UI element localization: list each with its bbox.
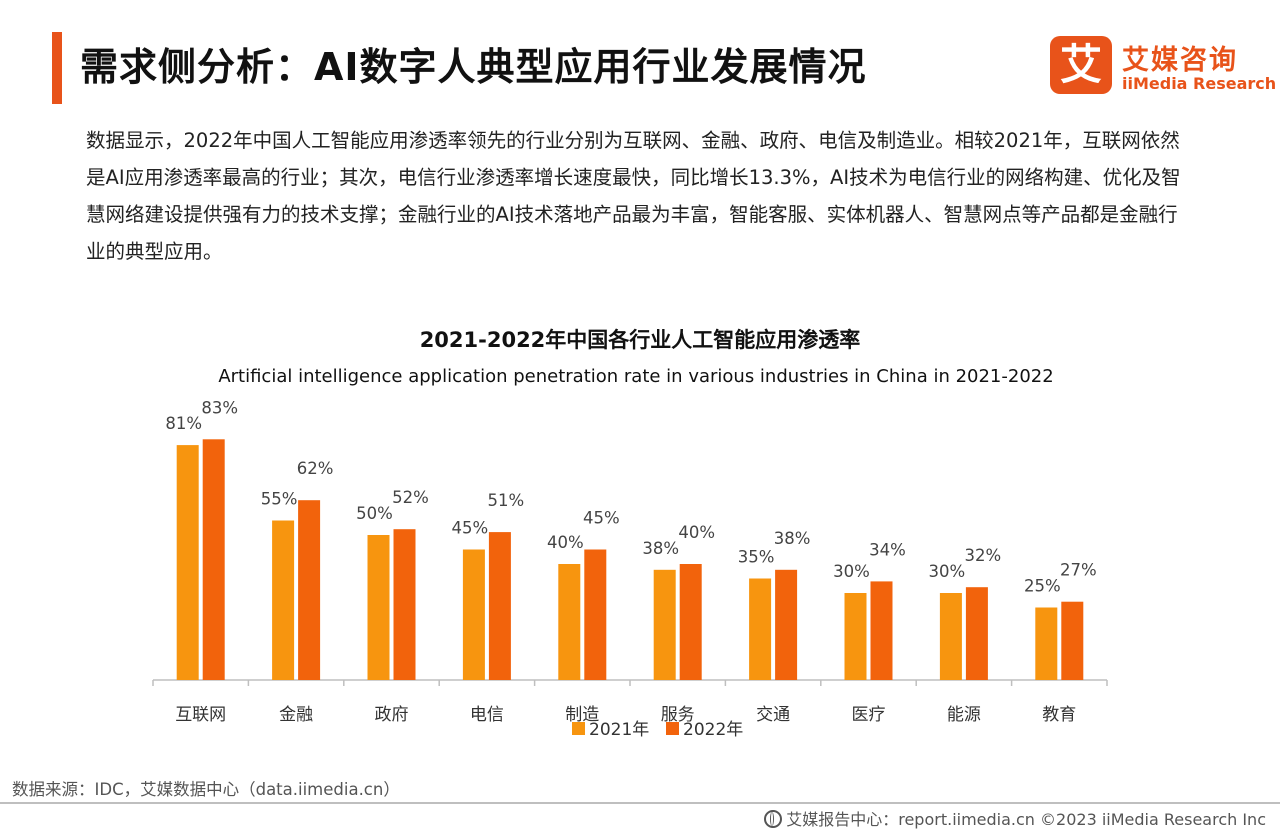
bar-2021 [272,520,295,680]
bar-2021 [749,578,772,680]
page-title: 需求侧分析：AI数字人典型应用行业发展情况 [80,45,867,89]
data-label: 83% [201,398,238,417]
data-label: 27% [1060,561,1097,580]
legend-label: 2022年 [683,720,743,740]
bar-2022 [870,581,893,680]
data-label: 62% [297,459,334,478]
x-tick-label: 互联网 [175,705,226,725]
legend-swatch [666,722,679,735]
bar-2021 [367,535,390,680]
globe-icon [764,810,783,828]
data-label: 30% [929,562,966,581]
footer-credit-text: 艾媒报告中心：report.iimedia.cn ©2023 iiMedia R… [786,810,1266,829]
data-label: 55% [261,490,298,509]
bar-2021 [939,593,962,680]
bar-2021 [176,445,199,680]
logo-mark: 艾 [1050,36,1112,94]
x-tick-label: 金融 [279,705,313,725]
data-label: 45% [452,519,489,538]
x-tick-label: 电信 [470,705,504,725]
x-tick-label: 能源 [947,705,981,725]
x-tick-label: 服务 [661,705,695,725]
footer-divider [0,802,1280,804]
bar-2022 [1061,601,1084,680]
legend-swatch [572,722,585,735]
x-tick-label: 教育 [1042,705,1076,725]
bar-2021 [844,593,867,680]
chart-subtitle: Artificial intelligence application pene… [218,366,1054,387]
bar-2022 [488,532,511,680]
data-label: 40% [678,523,715,542]
bar-2021 [558,564,581,680]
data-label: 45% [583,509,620,528]
data-label: 30% [833,562,870,581]
title-accent-bar [52,32,62,104]
bar-2022 [584,549,607,680]
data-label: 38% [642,539,679,558]
bar-2022 [775,569,798,680]
data-label: 50% [356,504,393,523]
data-label: 40% [547,533,584,552]
bar-2022 [679,564,702,680]
x-tick-label: 交通 [756,705,790,725]
iimedia-logo: 艾 艾媒咨询 iiMedia Research [1050,36,1276,98]
data-label: 25% [1024,577,1061,596]
logo-english-name: iiMedia Research [1122,74,1277,93]
data-label: 38% [774,529,811,548]
x-tick-label: 制造 [565,705,599,725]
legend-label: 2021年 [589,720,649,740]
data-label: 81% [165,414,202,433]
bar-2022 [965,587,988,680]
bar-2022 [393,529,416,680]
chart-title: 2021-2022年中国各行业人工智能应用渗透率 [419,328,861,352]
bar-2022 [202,439,225,680]
data-label: 35% [738,548,775,567]
bar-2021 [462,549,485,680]
x-tick-label: 政府 [375,705,409,725]
footer-credit: 艾媒报告中心：report.iimedia.cn ©2023 iiMedia R… [764,806,1266,830]
x-tick-label: 医疗 [852,705,886,725]
logo-chinese-name: 艾媒咨询 [1122,45,1238,76]
bar-2021 [653,569,676,680]
data-source-note: 数据来源：IDC，艾媒数据中心（data.iimedia.cn） [12,780,400,799]
data-label: 34% [869,540,906,559]
intro-paragraph: 数据显示，2022年中国人工智能应用渗透率领先的行业分别为互联网、金融、政府、电… [86,129,1181,263]
data-label: 52% [392,488,429,507]
data-label: 51% [488,491,525,510]
data-label: 32% [965,546,1002,565]
bar-2022 [298,500,321,680]
bar-2021 [1035,607,1058,680]
